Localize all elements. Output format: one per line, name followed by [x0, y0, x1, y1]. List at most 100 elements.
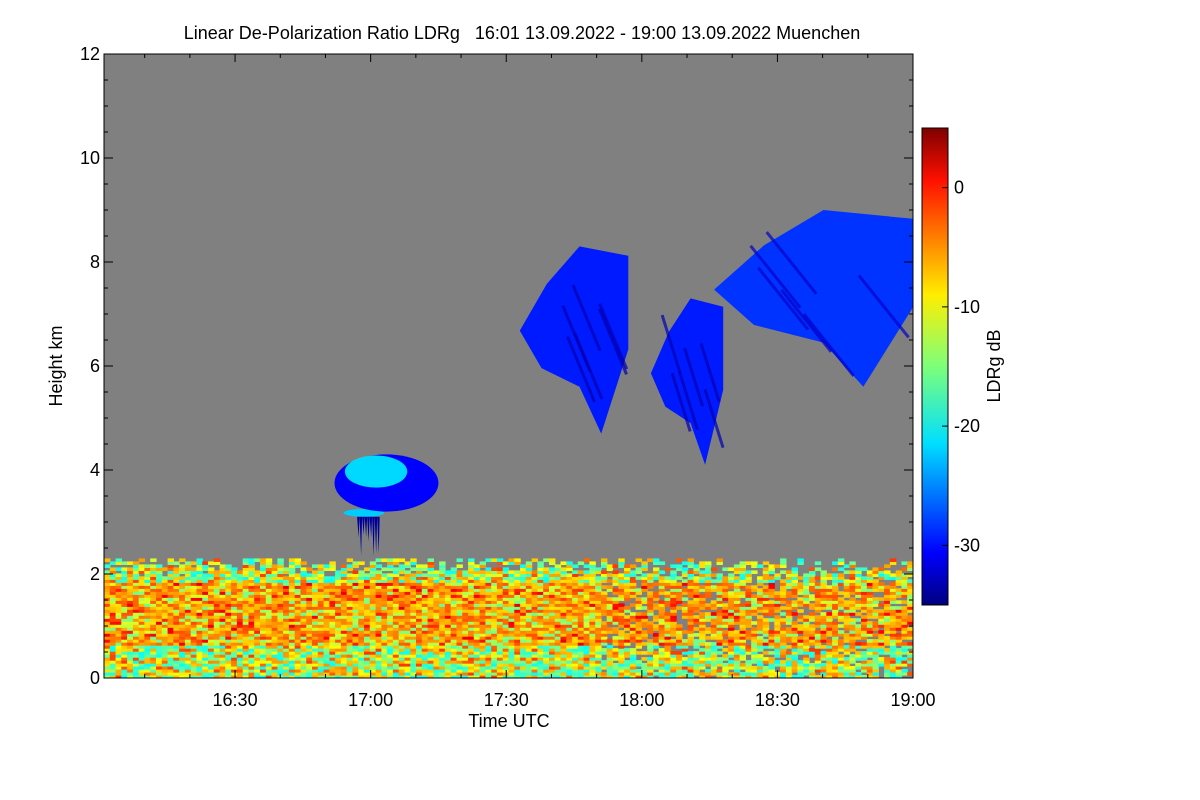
echo-cell [895, 636, 903, 640]
echo-cell [184, 651, 192, 655]
echo-cell [213, 570, 221, 574]
echo-cell [583, 615, 590, 619]
echo-cell [202, 612, 209, 616]
echo-cell [757, 609, 764, 613]
echo-cell [387, 627, 394, 631]
echo-cell [595, 612, 602, 616]
echo-cell [849, 666, 856, 670]
echo-cell [479, 573, 486, 577]
echo-cell [219, 675, 226, 678]
echo-cell [421, 660, 429, 664]
echo-cell [560, 630, 567, 634]
echo-cell [364, 591, 371, 595]
echo-cell [381, 675, 388, 678]
echo-cell [560, 636, 567, 640]
echo-cell [572, 627, 579, 631]
echo-cell [375, 591, 382, 595]
echo-cell [277, 663, 284, 667]
echo-cell [236, 573, 244, 577]
echo-cell [352, 615, 359, 619]
echo-cell [265, 567, 273, 571]
echo-cell [208, 633, 215, 637]
echo-cell [306, 621, 313, 625]
echo-cell [277, 660, 284, 664]
echo-cell [728, 606, 735, 610]
echo-cell [127, 609, 134, 613]
echo-cell [710, 603, 718, 607]
echo-cell [202, 597, 209, 601]
echo-cell [156, 651, 163, 655]
echo-cell [549, 582, 556, 586]
echo-cell [884, 639, 891, 643]
echo-cell [814, 669, 822, 673]
echo-cell [398, 645, 406, 649]
echo-cell [803, 600, 810, 604]
echo-cell [809, 585, 816, 589]
echo-cell [219, 621, 226, 625]
echo-cell [450, 639, 458, 643]
echo-cell [190, 627, 198, 631]
echo-cell [722, 675, 729, 678]
echo-cell [473, 618, 481, 622]
echo-cell [156, 576, 163, 580]
echo-cell [150, 651, 157, 655]
echo-cell [462, 672, 469, 676]
echo-cell [283, 621, 290, 625]
echo-cell [629, 624, 637, 628]
echo-cell [884, 663, 891, 667]
echo-cell [364, 618, 371, 622]
echo-cell [820, 672, 827, 676]
echo-cell [681, 606, 689, 610]
echo-cell [456, 645, 463, 649]
echo-cell [762, 642, 770, 646]
echo-cell [531, 615, 538, 619]
echo-cell [184, 579, 192, 583]
echo-cell [468, 600, 475, 604]
echo-cell [745, 636, 752, 640]
echo-cell [716, 669, 723, 673]
echo-cell [728, 648, 735, 652]
echo-cell [231, 645, 238, 649]
echo-cell [907, 567, 913, 571]
echo-cell [843, 603, 851, 607]
echo-cell [398, 618, 406, 622]
echo-cell [196, 633, 203, 637]
echo-cell [317, 651, 325, 655]
echo-cell [346, 606, 354, 610]
echo-cell [826, 588, 833, 592]
echo-cell [502, 567, 510, 571]
echo-cell [323, 639, 330, 643]
echo-cell [676, 588, 683, 592]
echo-cell [832, 600, 839, 604]
echo-cell [456, 576, 463, 580]
echo-cell [820, 582, 827, 586]
echo-cell [531, 573, 538, 577]
echo-cell [132, 636, 140, 640]
echo-cell [803, 663, 810, 667]
echo-cell [889, 657, 897, 661]
echo-cell [693, 609, 700, 613]
echo-cell [762, 561, 770, 565]
echo-cell [520, 636, 527, 640]
echo-cell [127, 600, 134, 604]
echo-cell [392, 666, 400, 670]
echo-cell [722, 666, 729, 670]
echo-cell [312, 594, 319, 598]
cirrus-18h30 [714, 210, 913, 387]
echo-cell [306, 642, 313, 646]
echo-cell [566, 567, 573, 571]
echo-cell [358, 651, 365, 655]
echo-cell [878, 612, 885, 616]
echo-cell [537, 570, 544, 574]
echo-cell [496, 618, 504, 622]
echo-cell [733, 669, 741, 673]
echo-cell [525, 561, 533, 565]
echo-cell [629, 582, 637, 586]
echo-cell [184, 630, 192, 634]
echo-cell [300, 609, 307, 613]
echo-cell [439, 669, 446, 673]
echo-cell [427, 558, 434, 562]
echo-cell [473, 639, 481, 643]
echo-cell [288, 567, 296, 571]
echo-cell [733, 579, 741, 583]
